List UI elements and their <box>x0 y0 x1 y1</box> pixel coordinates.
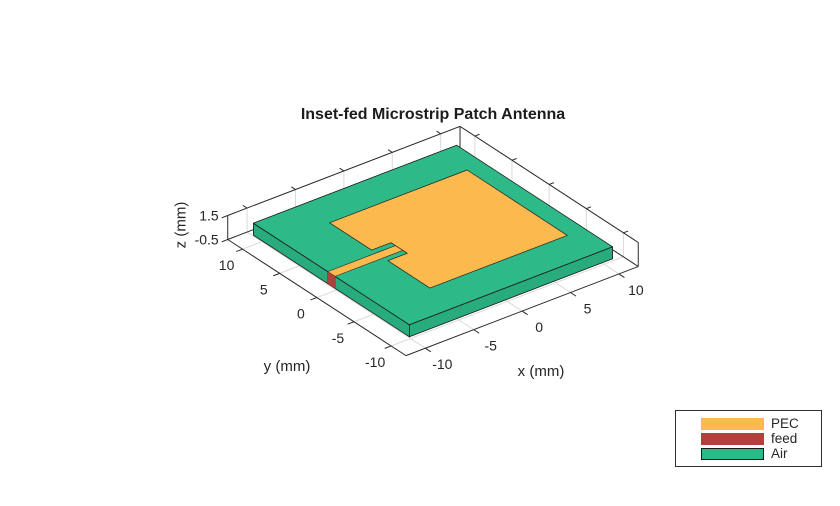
y-axis-label: y (mm) <box>263 358 311 375</box>
plot-title: Inset-fed Microstrip Patch Antenna <box>300 106 566 123</box>
x-tick-back <box>436 130 441 135</box>
legend-swatch-feed-icon <box>701 432 764 445</box>
x-tick <box>425 347 432 353</box>
legend-item-pec: PEC <box>676 416 821 431</box>
x-tick <box>570 292 577 297</box>
x-tick-label: 5 <box>584 301 592 317</box>
floor-gridline-y <box>390 256 624 347</box>
legend-swatch-air-icon <box>701 447 764 460</box>
legend-item-feed: feed <box>676 431 821 446</box>
y-tick-label: -5 <box>332 330 345 346</box>
y-tick-label: 5 <box>260 281 268 297</box>
z-tick <box>221 239 228 243</box>
x-tick-back <box>387 149 393 153</box>
y-tick-back <box>548 182 555 185</box>
y-tick-back <box>511 157 517 161</box>
x-tick-back <box>339 167 345 172</box>
feed-port <box>327 271 336 289</box>
z-tick <box>221 215 228 219</box>
y-tick-label: 10 <box>219 257 235 273</box>
y-tick <box>384 345 392 349</box>
pec-patch <box>329 169 568 289</box>
x-tick <box>473 329 480 334</box>
x-tick-back <box>242 204 248 209</box>
legend-label-pec: PEC <box>771 416 799 431</box>
y-tick-back <box>474 133 480 137</box>
x-tick-label: -5 <box>485 338 498 354</box>
x-tick <box>521 310 528 316</box>
y-tick-back <box>586 206 592 210</box>
x-tick-label: 0 <box>535 319 543 335</box>
z-tick-label: 1.5 <box>199 207 219 223</box>
legend-item-air: Air <box>676 446 821 461</box>
x-tick-back <box>291 186 296 190</box>
y-tick <box>236 248 243 253</box>
legend-swatch-pec-icon <box>701 417 764 430</box>
x-axis-label: x (mm) <box>517 363 565 380</box>
x-tick-label: 10 <box>628 282 644 298</box>
legend-label-feed: feed <box>771 431 798 446</box>
x-tick <box>618 273 625 278</box>
y-tick-label: -10 <box>365 354 385 370</box>
legend-label-air: Air <box>771 446 788 461</box>
y-tick <box>310 297 318 301</box>
y-tick <box>347 321 355 325</box>
y-tick <box>273 272 280 277</box>
x-tick-label: -10 <box>432 356 452 372</box>
z-axis-label: z (mm) <box>172 201 190 249</box>
y-tick-label: 0 <box>297 306 305 322</box>
legend-box: PEC feed Air <box>675 410 822 467</box>
y-tick-back <box>623 230 629 234</box>
z-tick-label: -0.5 <box>195 231 219 247</box>
